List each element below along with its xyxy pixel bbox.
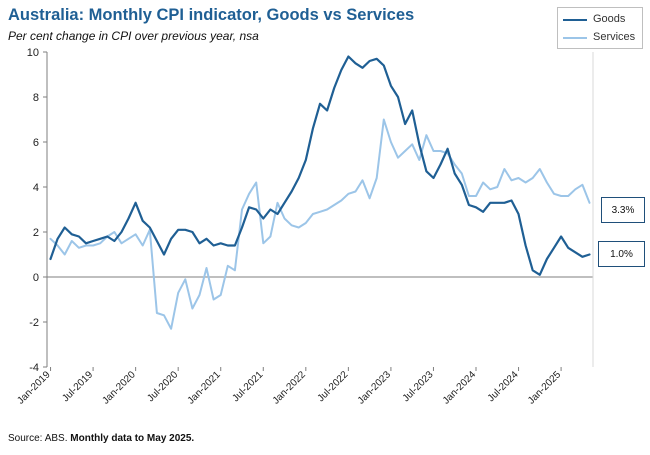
x-tick-label: Jan-2023 <box>356 369 394 407</box>
x-tick-label: Jan-2019 <box>15 369 53 407</box>
y-tick-label: 6 <box>33 137 39 149</box>
y-tick-label: 10 <box>27 47 39 59</box>
legend-swatch-services <box>563 37 587 39</box>
x-tick-label: Jan-2022 <box>271 369 309 407</box>
y-tick-label: 4 <box>33 182 39 194</box>
legend-label-services: Services <box>593 31 636 43</box>
legend-label-goods: Goods <box>593 13 626 25</box>
source-prefix: Source: ABS. <box>8 433 71 444</box>
x-tick-label: Jul-2020 <box>145 369 180 404</box>
source-note: Source: ABS. Monthly data to May 2025. <box>8 433 194 444</box>
legend-swatch-goods <box>563 19 587 21</box>
x-tick-label: Jan-2025 <box>526 369 564 407</box>
series-line-services <box>49 118 591 330</box>
source-bold: Monthly data to May 2025. <box>70 433 195 444</box>
x-tick-label: Jan-2021 <box>186 369 224 407</box>
y-tick-label: 2 <box>33 227 39 239</box>
x-tick-label: Jul-2023 <box>401 369 436 404</box>
x-tick-label: Jul-2024 <box>486 369 521 404</box>
x-tick-label: Jan-2020 <box>100 369 138 407</box>
series-line-goods <box>49 55 591 276</box>
y-tick-label: -4 <box>29 362 39 374</box>
callout-goods-latest: 1.0% <box>598 241 645 267</box>
x-tick-label: Jul-2022 <box>316 369 351 404</box>
callout-services-latest: 3.3% <box>601 197 645 223</box>
y-tick-label: 0 <box>33 272 39 284</box>
x-tick-label: Jul-2019 <box>60 369 95 404</box>
chart-subtitle: Per cent change in CPI over previous yea… <box>8 29 259 43</box>
y-tick-label: 8 <box>33 92 39 104</box>
legend: Goods Services <box>557 7 643 49</box>
x-tick-label: Jul-2021 <box>230 369 265 404</box>
x-tick-label: Jan-2024 <box>441 369 479 407</box>
y-tick-label: -2 <box>29 317 39 329</box>
chart-title: Australia: Monthly CPI indicator, Goods … <box>8 6 415 24</box>
